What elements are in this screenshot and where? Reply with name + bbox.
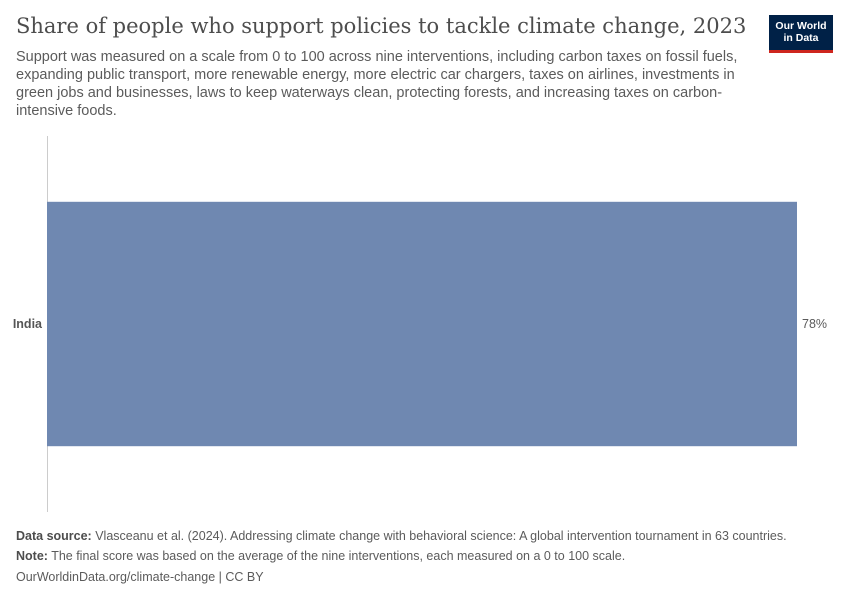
footer-source: Data source: Vlasceanu et al. (2024). Ad…	[16, 528, 836, 544]
logo-line-1: Our World	[775, 20, 827, 32]
owid-logo[interactable]: Our World in Data	[769, 15, 833, 53]
source-text: Vlasceanu et al. (2024). Addressing clim…	[91, 529, 787, 543]
bar-india[interactable]	[47, 201, 797, 447]
note-label: Note:	[16, 549, 48, 563]
footer-url[interactable]: OurWorldinData.org/climate-change | CC B…	[16, 570, 264, 584]
chart-subtitle: Support was measured on a scale from 0 t…	[16, 49, 738, 119]
source-label: Data source:	[16, 529, 92, 543]
footer-note: Note: The final score was based on the a…	[16, 548, 836, 564]
note-text: The final score was based on the average…	[47, 549, 626, 563]
chart-title: Share of people who support policies to …	[16, 14, 747, 38]
category-label: India	[13, 317, 43, 331]
value-label: 78%	[802, 317, 827, 331]
bars-group: India 78%	[13, 201, 827, 447]
logo-line-2: in Data	[783, 32, 819, 44]
